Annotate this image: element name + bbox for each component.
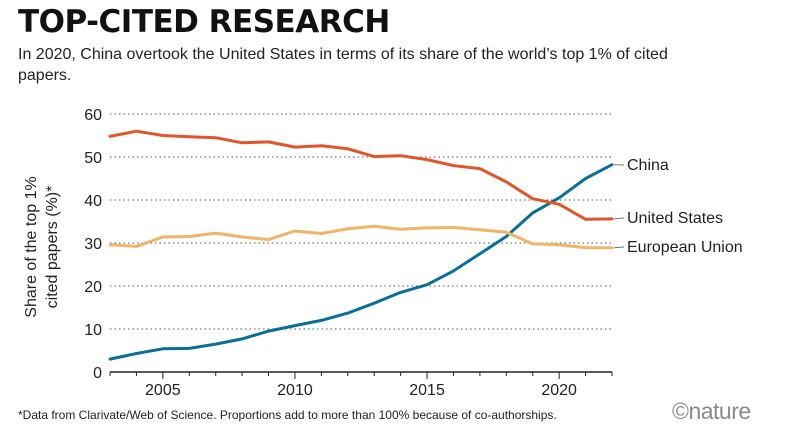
series-label-united-states: United States xyxy=(627,210,723,227)
y-axis-label-line: Share of the top 1% xyxy=(23,176,40,317)
footnote: *Data from Clarivate/Web of Science. Pro… xyxy=(18,408,557,422)
series-line-china xyxy=(108,163,614,361)
y-tick-label: 40 xyxy=(84,193,102,210)
chart-subtitle: In 2020, China overtook the United State… xyxy=(18,46,668,84)
series-leader-line xyxy=(613,217,625,220)
y-tick-label: 60 xyxy=(84,107,102,124)
x-axis-ticks: 2005 2010 2015 2020 xyxy=(109,372,613,399)
series-lines xyxy=(108,129,614,361)
series-label-china: China xyxy=(627,157,669,174)
y-axis-ticks: 0 10 20 30 40 50 60 xyxy=(84,107,102,382)
y-tick-label: 0 xyxy=(93,365,102,382)
chart-title: TOP-CITED RESEARCH xyxy=(18,4,390,40)
series-line-united-states xyxy=(108,129,614,221)
series-label-european-union: European Union xyxy=(627,239,743,256)
y-axis-label: Share of the top 1% cited papers (%)* xyxy=(23,176,61,317)
y-axis-label-line: cited papers (%)* xyxy=(44,186,61,309)
x-tick-label: 2005 xyxy=(145,382,181,399)
x-tick-label: 2020 xyxy=(541,382,577,399)
x-tick-label: 2015 xyxy=(409,382,445,399)
grid-lines xyxy=(110,113,612,373)
series-labels: China United States European Union xyxy=(613,157,743,256)
series-leader-line xyxy=(613,246,625,249)
y-tick-label: 20 xyxy=(84,279,102,296)
y-tick-label: 10 xyxy=(84,322,102,339)
nature-logo: ©nature xyxy=(672,398,751,424)
line-chart: 0 10 20 30 40 50 60 2005 2010 2015 2020 Share of … xyxy=(23,107,743,399)
y-tick-label: 30 xyxy=(84,236,102,253)
x-tick-label: 2010 xyxy=(277,382,313,399)
series-line-european-union xyxy=(108,224,614,250)
y-tick-label: 50 xyxy=(84,150,102,167)
